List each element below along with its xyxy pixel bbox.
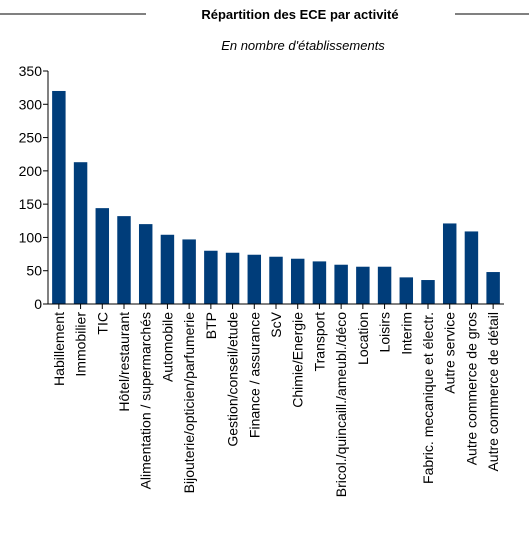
x-tick-label: Bricol./quincaill./ameubl./déco bbox=[333, 312, 349, 497]
bar bbox=[247, 254, 262, 304]
bar bbox=[377, 266, 392, 304]
x-tick-label: Chimie/Energie bbox=[290, 312, 306, 408]
bar bbox=[225, 252, 240, 304]
bar bbox=[117, 216, 131, 304]
bar bbox=[399, 277, 414, 304]
x-tick-label: Automobile bbox=[159, 312, 175, 382]
y-tick-label: 150 bbox=[19, 196, 43, 212]
bar bbox=[486, 272, 500, 304]
x-tick-label: Immobilier bbox=[73, 312, 89, 377]
x-tick-label: BTP bbox=[203, 312, 219, 339]
y-tick-label: 300 bbox=[19, 96, 43, 112]
bar bbox=[182, 239, 196, 304]
y-tick-label: 0 bbox=[34, 296, 42, 312]
bar bbox=[334, 264, 348, 304]
y-tick-label: 50 bbox=[26, 263, 42, 279]
bar bbox=[52, 90, 66, 304]
bar bbox=[290, 258, 305, 304]
bar bbox=[138, 224, 153, 304]
x-tick-label: Bijouterie/opticien/parfumerie bbox=[181, 312, 197, 494]
x-tick-label: Autre commerce de détail bbox=[485, 312, 501, 472]
x-tick-label: Location bbox=[355, 312, 371, 365]
bar bbox=[95, 208, 110, 304]
y-tick-label: 250 bbox=[19, 130, 43, 146]
bar bbox=[204, 250, 218, 304]
x-tick-label: Fabric. mecanique et électr. bbox=[420, 312, 436, 484]
bar bbox=[442, 223, 457, 304]
bar bbox=[464, 231, 479, 304]
x-tick-label: ScV bbox=[268, 311, 284, 337]
x-tick-label: Habillement bbox=[51, 312, 67, 386]
x-tick-label: Finance / assurance bbox=[246, 312, 262, 438]
x-tick-label: Transport bbox=[311, 312, 327, 372]
bar bbox=[269, 256, 283, 304]
bar bbox=[312, 261, 327, 304]
chart-title: Répartition des ECE par activité bbox=[201, 7, 398, 22]
x-tick-label: Gestion/conseil/etude bbox=[225, 312, 241, 447]
x-tick-label: Autre commerce de gros bbox=[463, 312, 479, 465]
y-tick-label: 200 bbox=[19, 163, 43, 179]
y-tick-label: 100 bbox=[19, 229, 43, 245]
bar bbox=[73, 162, 88, 304]
bars bbox=[52, 90, 500, 304]
chart-subtitle: En nombre d'établissements bbox=[221, 38, 385, 53]
bar bbox=[421, 280, 435, 304]
x-tick-label: Alimentation / supermarchés bbox=[138, 312, 154, 489]
bar bbox=[356, 266, 370, 304]
x-axis: Habillement Immobilier TIC Hôtel/restaurant… bbox=[48, 303, 504, 497]
x-tick-label: Loisirs bbox=[377, 312, 393, 352]
y-axis: 0 50 100 150 200 250 300 350 bbox=[19, 63, 49, 312]
bar bbox=[160, 234, 175, 304]
x-tick-label: Interim bbox=[398, 312, 414, 355]
x-tick-label: Hôtel/restaurant bbox=[116, 312, 132, 412]
x-tick-label: TIC bbox=[94, 312, 110, 335]
y-tick-label: 350 bbox=[19, 63, 43, 79]
x-tick-label: Autre service bbox=[442, 312, 458, 394]
